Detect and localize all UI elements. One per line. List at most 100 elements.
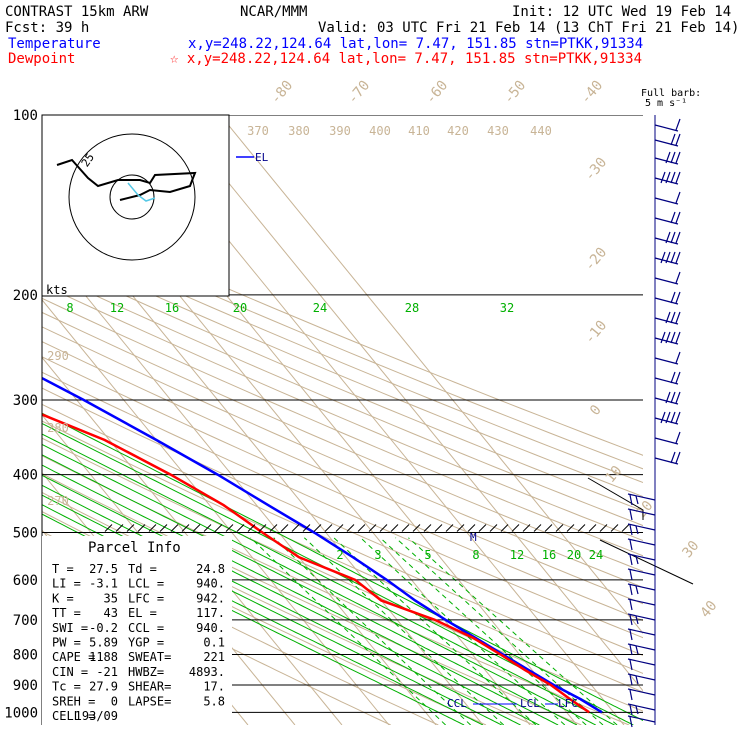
- hatch-mark: [115, 524, 124, 532]
- mixing-ratio-line: [408, 537, 618, 725]
- isotherm-tick-label: -50: [501, 78, 530, 108]
- hodograph-trace: [56, 158, 197, 201]
- pressure-tick-label: 1000: [4, 705, 38, 721]
- parcel-info-value: 24.8: [196, 562, 225, 576]
- hodograph: 25 kts: [41, 114, 230, 297]
- barb-flag: [675, 251, 681, 264]
- hatch-mark: [192, 524, 201, 532]
- hatch-mark: [588, 524, 597, 532]
- pressure-tick-label: 400: [13, 468, 38, 484]
- hatch-mark: [170, 524, 179, 532]
- parcel-info-panel: Parcel Info T = 27.5 Td = 24.8 LI = -3.1 LCL =…: [42, 536, 232, 726]
- barb-flag: [675, 411, 681, 424]
- hatch-mark: [302, 524, 311, 532]
- hatch-mark: [258, 524, 267, 532]
- wind-barb: [627, 673, 656, 686]
- isotherm-line: [0, 102, 13, 725]
- parcel-info-value: -21: [96, 665, 118, 679]
- saturated-adiabat-line: [42, 464, 559, 725]
- barb-flag: [675, 211, 681, 224]
- saturated-tick-label: 12: [110, 301, 124, 315]
- hatch-mark: [412, 524, 421, 532]
- pressure-tick-label: 800: [13, 647, 38, 663]
- barb-flag: [675, 133, 681, 146]
- isotherm-tick-label: -70: [345, 78, 374, 108]
- barb-shaft: [654, 277, 679, 285]
- parcel-info-value: CAPE =: [52, 650, 95, 664]
- barb-flag: [670, 311, 676, 324]
- barb-shaft: [654, 217, 679, 225]
- isotherm-tick-label: -60: [423, 78, 452, 108]
- barb-flag: [665, 171, 671, 184]
- barb-shaft: [627, 508, 656, 516]
- barb-flag: [635, 495, 639, 505]
- wind-barb: [654, 371, 681, 385]
- mixing-tick-label: 24: [589, 548, 603, 562]
- barb-flag: [629, 644, 633, 656]
- theta-tick-label: 400: [369, 124, 391, 138]
- saturated-adiabat-line: [42, 484, 521, 725]
- hatch-mark: [291, 524, 300, 532]
- barb-flag: [675, 191, 681, 204]
- parcel-info-value: 27.5: [89, 562, 118, 576]
- forecast-hour: Fcst: 39 h: [5, 20, 89, 36]
- barb-flag: [675, 371, 681, 384]
- hatch-mark: [621, 524, 630, 532]
- hatch-mark: [335, 524, 344, 532]
- barb-flag: [675, 231, 681, 244]
- barb-flag: [665, 411, 671, 424]
- barb-shaft: [627, 493, 656, 501]
- wind-barb: [627, 583, 656, 596]
- isotherm-tick-label: 30: [679, 538, 702, 561]
- hatch-mark: [247, 524, 256, 532]
- wind-barb: [654, 118, 681, 132]
- barb-flag: [670, 331, 676, 344]
- barb-flag: [660, 251, 666, 264]
- pressure-tick-label: 700: [13, 613, 38, 629]
- parcel-info-value: 5.8: [203, 694, 225, 708]
- saturated-adiabat-line: [42, 443, 596, 725]
- isotherm-line: [172, 115, 643, 692]
- hatch-mark: [599, 524, 608, 532]
- barb-shaft: [627, 598, 656, 606]
- dry-adiabat-line: [42, 218, 643, 470]
- init-time: Init: 12 UTC Wed 19 Feb 14: [512, 4, 731, 20]
- barb-shaft: [627, 538, 656, 546]
- hodograph-ring-label: 25: [79, 151, 97, 169]
- theta-tick-label: 290: [47, 349, 69, 363]
- barb-flag: [629, 599, 633, 611]
- hatch-mark: [401, 524, 410, 532]
- wind-barb: [627, 628, 656, 641]
- dewpoint-trace: [42, 413, 590, 714]
- barb-flag: [629, 569, 633, 581]
- temperature-location: x,y=248.22,124.64 lat,lon= 7.47, 151.85 …: [188, 36, 643, 52]
- sounding-traces: [42, 376, 603, 714]
- barb-flag: [635, 525, 639, 535]
- hatch-mark: [225, 524, 234, 532]
- parcel-info-value: YGP =: [128, 636, 164, 650]
- barb-flag: [670, 411, 676, 424]
- hatch-mark: [346, 524, 355, 532]
- barb-title-1: Full barb:: [641, 88, 701, 99]
- barb-shaft: [627, 553, 656, 561]
- isotherm-line: [42, 299, 390, 725]
- wind-barb: [627, 568, 656, 581]
- dry-adiabat-line: [42, 311, 643, 572]
- barb-flag: [675, 291, 681, 304]
- mixing-tick-label: 20: [567, 548, 581, 562]
- barb-flag: [635, 645, 639, 655]
- pressure-tick-label: 500: [13, 526, 38, 542]
- el-label: EL: [255, 151, 269, 164]
- barb-flag: [629, 716, 633, 728]
- dry-adiabat-line: [42, 206, 643, 456]
- parcel-info-value: 942.: [196, 591, 225, 605]
- theta-tick-label: 380: [288, 124, 310, 138]
- mixing-tick-label: 16: [542, 548, 556, 562]
- hatch-mark: [610, 524, 619, 532]
- barb-flag: [675, 391, 681, 404]
- isotherm-tick-label: -30: [582, 155, 611, 185]
- saturated-tick-label: 28: [405, 301, 419, 315]
- barb-shaft: [654, 357, 679, 365]
- temperature-trace: [42, 376, 603, 714]
